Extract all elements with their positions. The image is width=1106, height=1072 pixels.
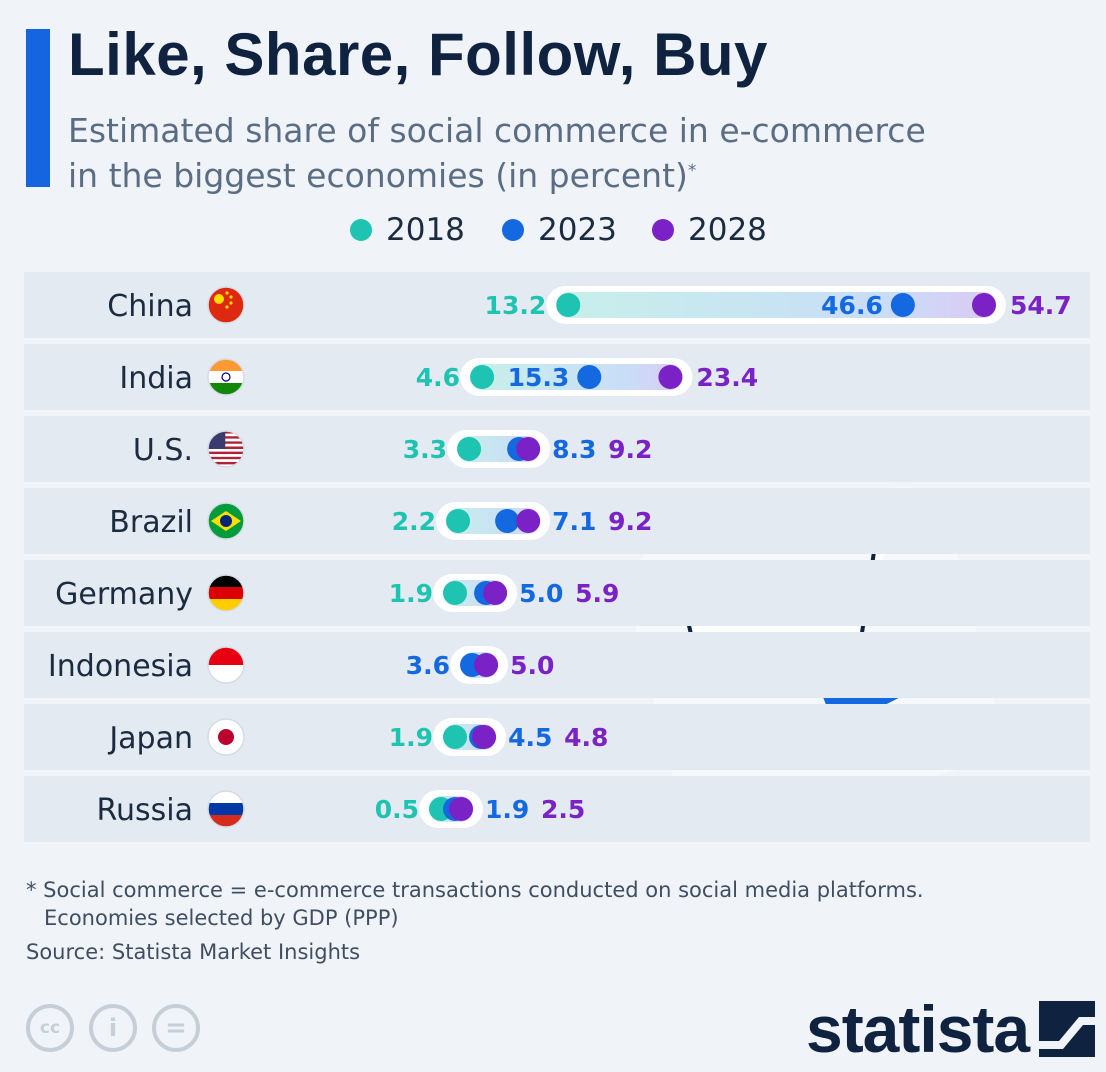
subtitle-line-1: Estimated share of social commerce in e-…: [68, 111, 926, 150]
value-label-2018-china: 13.2: [485, 291, 547, 320]
us-flag-icon: [207, 430, 245, 468]
dot-2018-india: [470, 365, 495, 389]
indonesia-flag-icon: [207, 646, 245, 684]
russia-flag-icon: [207, 790, 245, 828]
footnote: * Social commerce = e-commerce transacti…: [26, 876, 1026, 932]
china-flag-icon: [207, 286, 245, 324]
statista-logo-mark-icon: [1039, 1001, 1096, 1057]
brazil-flag-icon: [207, 502, 245, 540]
legend-item-2023: 2023: [502, 212, 617, 248]
subtitle-line-2: in the biggest economies (in percent)*: [68, 153, 1028, 198]
dot-2028-china: [972, 293, 996, 317]
japan-flag-icon: [207, 718, 245, 756]
value-label-2018-japan: 1.9: [389, 723, 433, 752]
value-label-2028-china: 54.7: [1010, 291, 1072, 320]
value-label-2023-germany: 5.0: [519, 579, 563, 608]
india-flag-icon: [207, 358, 245, 396]
range-bar: [556, 292, 996, 318]
value-label-2018-russia: 0.5: [375, 795, 419, 824]
value-label-2023-indonesia: 3.6: [406, 651, 450, 680]
value-label-2018-brazil: 2.2: [392, 507, 436, 536]
row-background: [24, 488, 1090, 554]
dot-2018-brazil: [446, 509, 471, 533]
country-label-germany: Germany: [55, 577, 193, 612]
value-label-2023-china: 46.6: [821, 291, 883, 320]
footnote-line-2: Economies selected by GDP (PPP): [44, 906, 399, 930]
dot-2018-germany: [443, 581, 468, 605]
dot-2028-indonesia: [474, 653, 499, 677]
country-label-brazil: Brazil: [109, 505, 193, 540]
attribution-icon[interactable]: i: [89, 1004, 137, 1052]
dot-2028-india: [658, 365, 683, 389]
value-label-2023-u-s: 8.3: [552, 435, 596, 464]
chart-subtitle: Estimated share of social commerce in e-…: [68, 108, 1028, 198]
value-label-2018-u-s: 3.3: [403, 435, 447, 464]
footnote-line-1: * Social commerce = e-commerce transacti…: [26, 878, 924, 902]
dot-2023-brazil: [495, 509, 520, 533]
subtitle-footnote-mark: *: [687, 161, 697, 181]
dot-2028-brazil: [516, 509, 541, 533]
value-label-2023-japan: 4.5: [508, 723, 552, 752]
row-background: [24, 560, 1090, 626]
value-label-2028-india: 23.4: [696, 363, 758, 392]
row-background: [24, 776, 1090, 842]
statista-logo-text: statista: [806, 992, 1030, 1066]
source-note: Source: Statista Market Insights: [26, 940, 361, 964]
row-background: [24, 632, 1090, 698]
legend-item-2018: 2018: [350, 212, 465, 248]
chart-plot: China 13.2 46.6 54.7 India 4.6 15.3 23.4 U.S. 3.3…: [24, 272, 1090, 842]
country-label-india: India: [119, 361, 193, 396]
country-label-russia: Russia: [97, 793, 194, 828]
dot-2028-russia: [449, 797, 474, 821]
country-label-china: China: [107, 289, 193, 324]
license-icons: cc i =: [26, 1004, 200, 1052]
row-background: [24, 416, 1090, 482]
range-bar: [470, 364, 683, 390]
legend-dot-2028: [652, 219, 674, 241]
country-label-u-s: U.S.: [133, 433, 193, 468]
no-derivatives-icon[interactable]: =: [152, 1004, 200, 1052]
legend-dot-2023: [502, 219, 524, 241]
country-label-japan: Japan: [107, 721, 193, 756]
legend-label-2023: 2023: [538, 212, 617, 248]
value-label-2018-germany: 1.9: [389, 579, 433, 608]
germany-flag-icon: [207, 574, 245, 612]
country-label-indonesia: Indonesia: [48, 649, 193, 684]
dot-2028-u-s: [516, 437, 541, 461]
value-label-2028-indonesia: 5.0: [510, 651, 554, 680]
row-background: [24, 704, 1090, 770]
legend-dot-2018: [350, 219, 372, 241]
legend-label-2028: 2028: [688, 212, 767, 248]
dot-2018-japan: [443, 725, 468, 749]
value-label-2028-germany: 5.9: [575, 579, 619, 608]
value-label-2028-russia: 2.5: [541, 795, 585, 824]
value-label-2028-brazil: 9.2: [608, 507, 652, 536]
cc-icon[interactable]: cc: [26, 1004, 74, 1052]
dot-2028-japan: [472, 725, 497, 749]
value-label-2023-india: 15.3: [508, 363, 570, 392]
legend-item-2028: 2028: [652, 212, 767, 248]
value-label-2028-japan: 4.8: [564, 723, 608, 752]
accent-bar: [26, 29, 50, 187]
dot-2028-germany: [483, 581, 508, 605]
statista-logo[interactable]: statista: [806, 992, 1096, 1066]
value-label-2018-india: 4.6: [416, 363, 460, 392]
value-label-2023-brazil: 7.1: [552, 507, 596, 536]
dot-2018-china: [556, 293, 581, 317]
dot-2023-china: [890, 293, 915, 317]
value-label-2023-russia: 1.9: [485, 795, 529, 824]
legend-label-2018: 2018: [386, 212, 465, 248]
chart-title: Like, Share, Follow, Buy: [68, 21, 768, 88]
subtitle-line-2-text: in the biggest economies (in percent): [68, 156, 688, 195]
legend: 2018 2023 2028: [0, 212, 1106, 256]
dot-2018-u-s: [457, 437, 482, 461]
value-label-2028-u-s: 9.2: [608, 435, 652, 464]
dot-2023-india: [577, 365, 602, 389]
